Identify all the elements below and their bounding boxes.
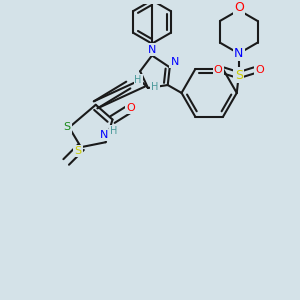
Text: H: H (151, 82, 159, 92)
Text: S: S (74, 146, 82, 156)
Text: N: N (148, 44, 156, 55)
Text: N: N (170, 57, 179, 68)
Text: H: H (110, 126, 117, 136)
Text: N: N (100, 130, 108, 140)
Text: O: O (214, 65, 222, 75)
Text: S: S (64, 122, 71, 132)
Text: N: N (234, 47, 243, 60)
Text: O: O (255, 65, 264, 75)
Text: O: O (126, 103, 135, 113)
Text: O: O (234, 1, 244, 13)
Text: S: S (235, 69, 243, 82)
Text: H: H (134, 75, 142, 85)
